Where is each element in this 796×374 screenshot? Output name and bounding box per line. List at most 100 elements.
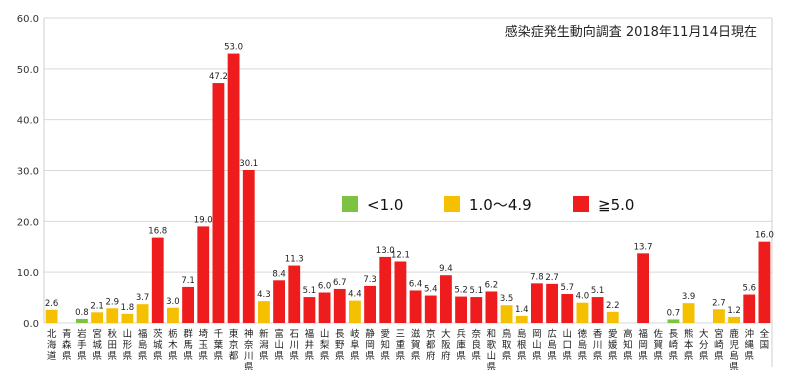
bar bbox=[318, 292, 331, 323]
x-tick-label: 大分県 bbox=[699, 328, 709, 362]
x-tick-label: 千葉県 bbox=[214, 329, 224, 362]
bar-value-label: 0.7 bbox=[667, 308, 681, 318]
bar bbox=[591, 297, 604, 323]
y-tick-label: 20.0 bbox=[17, 217, 39, 228]
bar-value-label: 30.1 bbox=[239, 159, 258, 169]
bar bbox=[167, 307, 179, 323]
x-tick-label: 栃木県 bbox=[168, 328, 178, 362]
bar bbox=[561, 294, 574, 323]
bar bbox=[637, 253, 649, 323]
y-axis-tick-labels: 0.0 10.0 20.0 30.0 40.0 50.0 60.0 bbox=[17, 14, 39, 330]
x-tick-label: 長崎県 bbox=[669, 329, 679, 362]
bar-value-label: 1.4 bbox=[515, 305, 529, 315]
bar bbox=[106, 308, 119, 323]
legend-swatch bbox=[573, 196, 589, 212]
bar-value-label: 11.3 bbox=[285, 255, 304, 265]
x-tick-label: 富山県 bbox=[274, 328, 284, 362]
bar-value-label: 5.1 bbox=[591, 286, 605, 296]
x-tick-label: 宮崎県 bbox=[714, 328, 724, 362]
bar-value-label: 3.9 bbox=[682, 292, 696, 302]
value-labels: 2.6 0.82.1 2.91.83.7 16.8 3.0 7.1 19.0 47.2 53.0… bbox=[45, 43, 774, 319]
x-tick-label: 静岡県 bbox=[365, 328, 375, 362]
bar bbox=[151, 237, 164, 323]
bar bbox=[394, 261, 407, 323]
x-tick-label: 熊本県 bbox=[684, 328, 694, 362]
x-tick-label: 徳島県 bbox=[578, 328, 588, 362]
bar-value-label: 1.8 bbox=[121, 303, 135, 313]
x-tick-label: 東京都 bbox=[229, 328, 239, 362]
bar bbox=[728, 316, 740, 323]
x-tick-label: 山形県 bbox=[123, 329, 133, 362]
bar bbox=[136, 304, 149, 323]
bar bbox=[470, 297, 483, 323]
bar bbox=[606, 311, 619, 323]
x-axis-tick-labels: 北海道青森県岩手県宮城県秋田県山形県福島県茨城県栃木県群馬県埼玉県千葉県東京都神… bbox=[47, 328, 770, 373]
x-tick-label: 山梨県 bbox=[320, 329, 330, 362]
x-tick-label: 広島県 bbox=[547, 328, 557, 362]
chart-title: 感染症発生動向調査 2018年11月14日現在 bbox=[505, 24, 757, 40]
bar bbox=[515, 315, 528, 323]
bar bbox=[500, 305, 513, 323]
x-tick-label: 北海道 bbox=[47, 329, 57, 362]
grid-lines bbox=[43, 17, 773, 367]
x-tick-label: 鳥取県 bbox=[502, 328, 512, 362]
y-tick-label: 60.0 bbox=[17, 14, 39, 25]
bar bbox=[303, 297, 316, 323]
y-tick-label: 0.0 bbox=[23, 319, 39, 330]
y-tick-label: 30.0 bbox=[17, 167, 39, 178]
legend-swatch bbox=[444, 196, 460, 212]
bar-value-label: 0.8 bbox=[75, 308, 89, 318]
x-tick-label: 長野県 bbox=[335, 329, 345, 362]
legend-label: <1.0 bbox=[367, 196, 403, 214]
bar bbox=[227, 53, 240, 323]
legend: <1.0 1.0〜4.9 ≧5.0 bbox=[342, 196, 634, 214]
bar-value-label: 47.2 bbox=[209, 72, 228, 82]
bar-value-label: 4.3 bbox=[257, 290, 271, 300]
bar bbox=[288, 265, 301, 323]
x-tick-label: 奈良県 bbox=[471, 328, 481, 362]
bar bbox=[758, 241, 771, 323]
x-tick-label: 新潟県 bbox=[259, 328, 269, 362]
bar-value-label: 2.1 bbox=[90, 301, 104, 311]
bar-value-label: 5.1 bbox=[303, 286, 317, 296]
bar bbox=[531, 283, 543, 323]
y-tick-label: 10.0 bbox=[17, 268, 39, 279]
x-tick-label: 福井県 bbox=[305, 328, 315, 362]
bar-value-label: 5.7 bbox=[560, 283, 574, 293]
x-tick-label: 山口県 bbox=[562, 329, 572, 362]
y-tick-label: 40.0 bbox=[17, 116, 39, 127]
bar bbox=[197, 226, 210, 323]
bar-value-label: 6.7 bbox=[333, 278, 347, 288]
x-tick-label: 埼玉県 bbox=[198, 328, 208, 362]
bar bbox=[364, 285, 376, 323]
x-tick-label: 神奈川県 bbox=[244, 328, 254, 370]
bar bbox=[121, 313, 134, 323]
bar-value-label: 2.2 bbox=[606, 301, 620, 311]
bar bbox=[485, 291, 498, 323]
x-tick-label: 石川県 bbox=[289, 329, 299, 362]
bar bbox=[424, 295, 437, 323]
bar bbox=[212, 83, 225, 323]
bar-value-label: 6.4 bbox=[409, 279, 423, 289]
bar-value-label: 4.0 bbox=[576, 292, 590, 302]
bar-value-label: 5.1 bbox=[469, 286, 483, 296]
x-tick-label: 群馬県 bbox=[183, 328, 193, 362]
bar-value-label: 53.0 bbox=[224, 43, 243, 53]
x-tick-label: 福島県 bbox=[138, 328, 148, 362]
bar-value-label: 6.2 bbox=[485, 280, 499, 290]
bar-value-label: 2.7 bbox=[545, 273, 559, 283]
bar-value-label: 19.0 bbox=[194, 215, 213, 225]
x-tick-label: 宮城県 bbox=[92, 328, 102, 362]
bar bbox=[242, 169, 255, 323]
bar bbox=[333, 288, 346, 323]
x-tick-label: 和歌山県 bbox=[487, 329, 497, 370]
bar bbox=[409, 290, 422, 323]
bar-value-label: 2.6 bbox=[45, 299, 59, 309]
bar-value-label: 4.4 bbox=[348, 290, 362, 300]
bar-value-label: 2.9 bbox=[105, 297, 119, 307]
bar-value-label: 7.3 bbox=[363, 275, 377, 285]
bar bbox=[667, 319, 680, 323]
bar bbox=[45, 309, 58, 323]
bar-value-label: 12.1 bbox=[391, 250, 410, 260]
